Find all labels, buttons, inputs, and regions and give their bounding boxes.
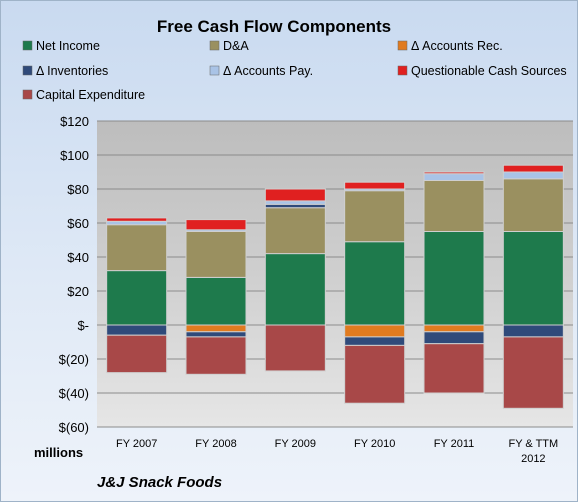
y-tick-label: $120	[60, 114, 89, 129]
legend-label: Δ Inventories	[36, 64, 108, 78]
x-tick-label: FY 2010	[354, 438, 395, 450]
legend: Net Income D&A Δ Accounts Rec. Δ Inventorie…	[22, 39, 567, 102]
bars	[106, 164, 564, 409]
bar-segment	[344, 241, 406, 326]
legend-swatch	[209, 65, 220, 76]
company-name: J&J Snack Foods	[97, 474, 222, 491]
bar-segment	[106, 334, 168, 374]
chart-title: Free Cash Flow Components	[157, 17, 391, 36]
y-tick-label: $-	[77, 318, 89, 333]
bar-segment	[344, 344, 406, 404]
legend-swatch	[209, 40, 220, 51]
bar-segment	[106, 220, 168, 226]
gridlines	[97, 120, 573, 428]
bar-segment	[344, 181, 406, 190]
bar-segment	[423, 324, 485, 333]
bar-segment	[423, 343, 485, 394]
units-label: millions	[34, 445, 83, 460]
bar-segment	[185, 231, 247, 278]
y-tick-label: $(40)	[59, 386, 89, 401]
bar-segment	[502, 164, 564, 173]
bar-segment	[502, 336, 564, 409]
bar-segment	[423, 173, 485, 181]
bar-segment	[502, 171, 564, 180]
bar-segment	[185, 324, 247, 333]
y-axis: $120 $100 $80 $60 $40 $20 $- $(20) $(40) $(60)	[59, 114, 89, 435]
y-tick-label: $(60)	[59, 420, 89, 435]
legend-label: Δ Accounts Rec.	[411, 39, 503, 53]
x-tick-label: FY 2007	[116, 438, 157, 450]
legend-swatch	[397, 65, 408, 76]
y-tick-label: $20	[67, 284, 89, 299]
y-tick-label: $100	[60, 148, 89, 163]
bar-segment	[106, 224, 168, 272]
bar-segment	[185, 276, 247, 326]
bar-segment	[264, 324, 326, 372]
bar-segment	[106, 270, 168, 326]
bar-segment	[344, 336, 406, 346]
legend-swatch	[22, 40, 33, 51]
legend-swatch	[22, 65, 33, 76]
y-tick-label: $80	[67, 182, 89, 197]
bar-segment	[264, 188, 326, 202]
bar-segment	[106, 324, 168, 336]
bar-segment	[423, 171, 485, 175]
bar-segment	[264, 207, 326, 255]
y-tick-label: $40	[67, 250, 89, 265]
plot-area	[97, 121, 573, 427]
bar-segment	[502, 231, 564, 326]
bar-segment	[423, 180, 485, 232]
bar-segment	[185, 331, 247, 338]
bar-segment	[185, 336, 247, 375]
legend-label: Questionable Cash Sources	[411, 64, 567, 78]
y-tick-label: $60	[67, 216, 89, 231]
bar-segment	[264, 200, 326, 205]
bar-segment	[502, 324, 564, 338]
x-tick-label: 2012	[521, 453, 545, 465]
bar-segment	[344, 324, 406, 338]
legend-swatch	[397, 40, 408, 51]
x-tick-label: FY 2008	[195, 438, 236, 450]
bar-segment	[264, 253, 326, 326]
bar-segment	[502, 178, 564, 233]
legend-label: D&A	[223, 39, 249, 53]
legend-label: Capital Expenditure	[36, 88, 145, 102]
bar-segment	[185, 219, 247, 231]
legend-label: Δ Accounts Pay.	[223, 64, 313, 78]
bar-segment	[423, 231, 485, 326]
bar-segment	[423, 331, 485, 345]
x-tick-label: FY 2009	[275, 438, 316, 450]
x-axis: FY 2007 FY 2008 FY 2009 FY 2010 FY 2011 FY & …	[116, 438, 558, 465]
bar-segment	[344, 190, 406, 243]
bar-segment	[106, 217, 168, 222]
legend-label: Net Income	[36, 39, 100, 53]
x-tick-label: FY & TTM	[508, 438, 558, 450]
y-tick-label: $(20)	[59, 352, 89, 367]
x-tick-label: FY 2011	[434, 438, 475, 450]
legend-swatch	[22, 89, 33, 100]
bar-segment	[264, 203, 326, 209]
